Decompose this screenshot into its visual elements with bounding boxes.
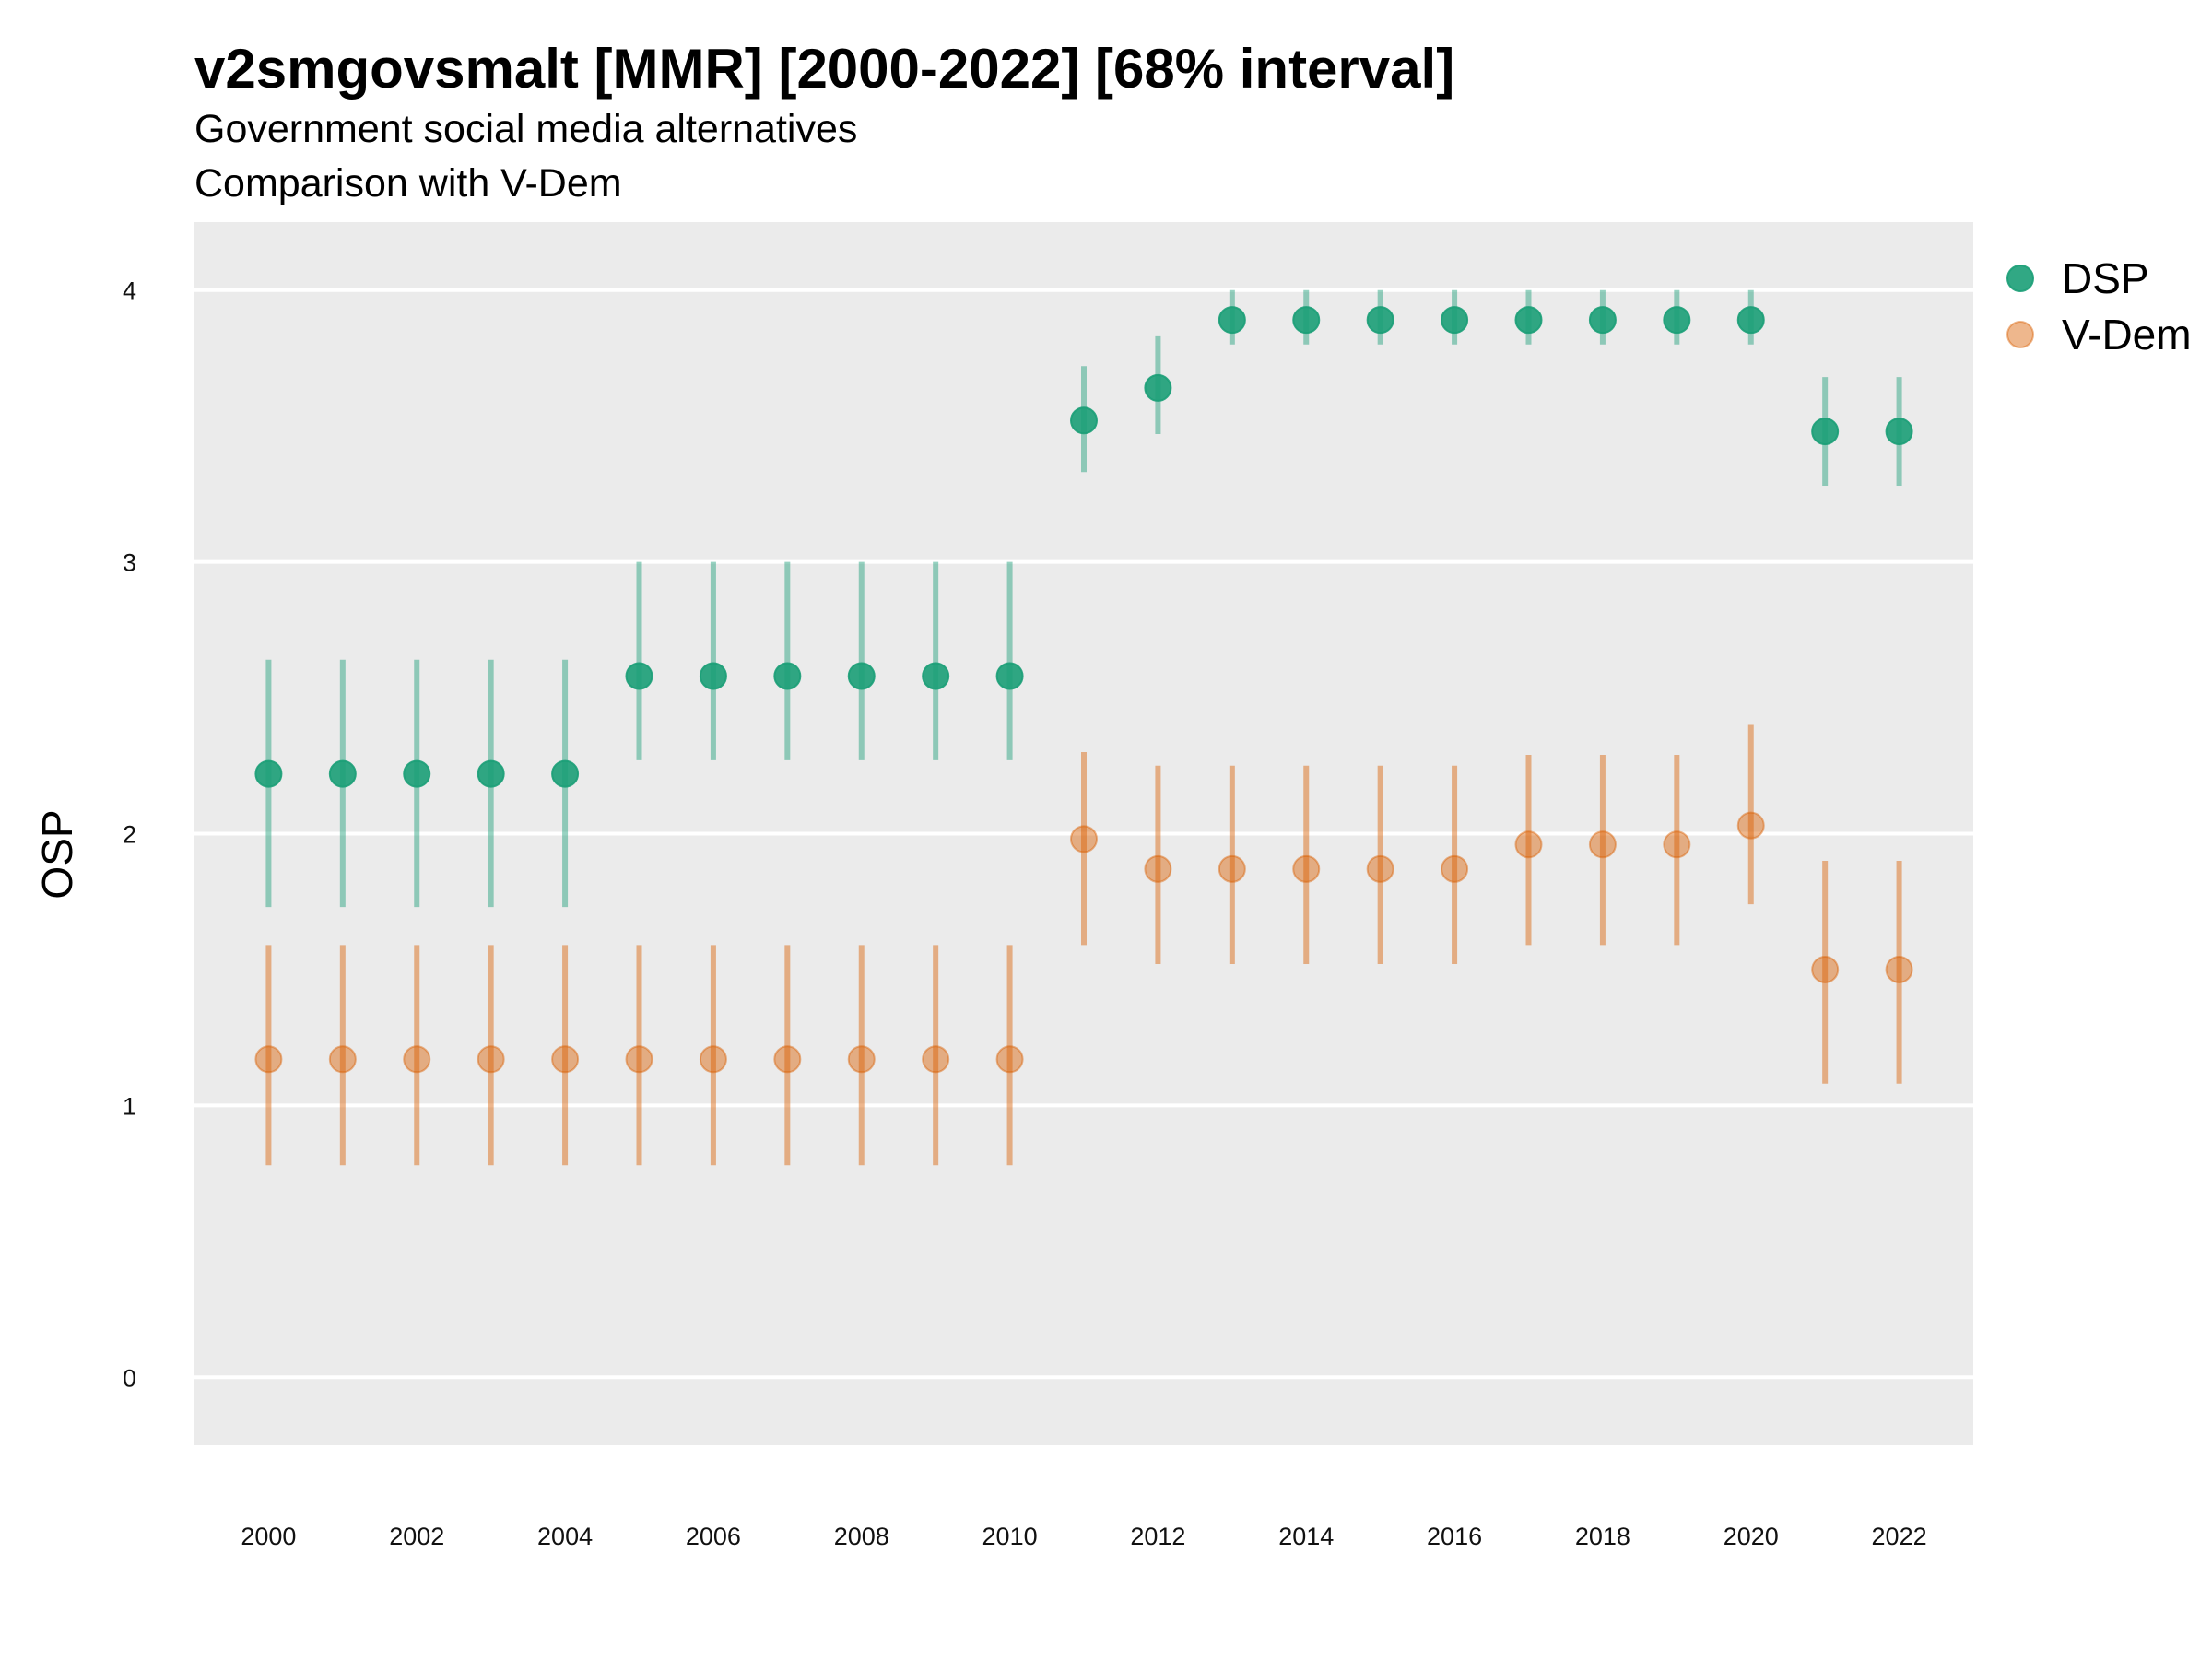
data-point [847,662,876,690]
x-tick-labels: 2000 2002 2004 2006 2008 2010 2012 2014 2016 2018… [241,1523,1926,1550]
x-tick-label: 2020 [1724,1523,1779,1550]
data-point [1885,955,1913,983]
data-point [995,662,1024,690]
legend-key [2006,321,2034,348]
data-point [699,1045,727,1074]
data-point [1144,373,1172,402]
data-point [1514,306,1543,335]
x-tick-label: 2000 [241,1523,296,1550]
data-point [254,1045,283,1074]
data-point [1292,306,1321,335]
x-tick-label: 2006 [686,1523,741,1550]
data-point [1885,418,1913,446]
data-point [1441,854,1469,883]
data-point [1811,955,1840,983]
data-point [995,1045,1024,1074]
series-layer [254,289,1913,1166]
legend-key [2006,265,2034,292]
x-tick-label: 2014 [1278,1523,1334,1550]
data-point [1514,830,1543,859]
data-point [1218,306,1246,335]
chart-subtitle-line-1: Government social media alternatives [194,107,857,151]
data-point [1144,854,1172,883]
legend-label: DSP [2062,254,2149,302]
y-tick-labels: 0 1 2 3 4 [123,277,136,1393]
data-point [922,1045,950,1074]
data-point [477,759,505,788]
y-tick-label: 4 [123,277,136,305]
y-tick-label: 2 [123,821,136,849]
data-point [328,1045,357,1074]
data-point [328,759,357,788]
y-tick-label: 0 [123,1364,136,1392]
data-point [773,1045,802,1074]
y-axis-title: OSP [33,809,81,899]
legend: DSP V-Dem [2006,254,2192,359]
data-point [1070,406,1098,435]
data-point [699,662,727,690]
data-point [1292,854,1321,883]
data-point [1663,306,1691,335]
data-point [1366,306,1394,335]
data-point [625,662,653,690]
y-tick-label: 1 [123,1092,136,1120]
x-tick-label: 2018 [1575,1523,1630,1550]
data-point [477,1045,505,1074]
chart-subtitle-line-2: Comparison with V-Dem [194,161,622,206]
x-tick-label: 2004 [537,1523,593,1550]
data-point [1736,306,1765,335]
x-tick-label: 2010 [982,1523,1038,1550]
x-tick-label: 2012 [1130,1523,1185,1550]
data-point [1366,854,1394,883]
data-point [551,759,580,788]
data-point [1736,811,1765,840]
data-point [1441,306,1469,335]
data-point [403,759,431,788]
x-tick-label: 2008 [834,1523,889,1550]
series-dsp [254,289,1913,908]
series-v-dem [254,724,1913,1166]
data-point [1663,830,1691,859]
data-point [254,759,283,788]
data-point [847,1045,876,1074]
data-point [1218,854,1246,883]
data-point [922,662,950,690]
legend-label: V-Dem [2062,311,2192,359]
grid-lines [194,288,1973,1380]
x-tick-label: 2022 [1872,1523,1927,1550]
data-point [1588,306,1617,335]
data-point [625,1045,653,1074]
x-tick-label: 2016 [1427,1523,1482,1550]
x-tick-label: 2002 [389,1523,444,1550]
chart-title: v2smgovsmalt [MMR] [2000-2022] [68% inte… [194,38,1454,100]
data-point [773,662,802,690]
data-point [1811,418,1840,446]
data-point [1588,830,1617,859]
data-point [1070,825,1098,853]
data-point [551,1045,580,1074]
data-point [403,1045,431,1074]
y-tick-label: 3 [123,549,136,577]
